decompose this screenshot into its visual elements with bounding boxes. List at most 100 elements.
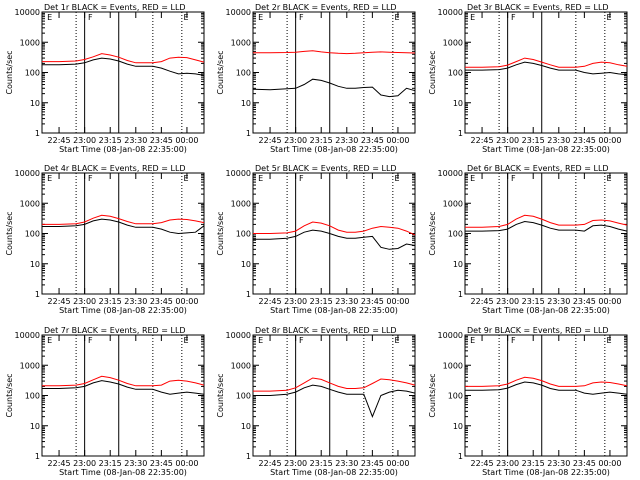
x-tick-label: 23:15 (522, 297, 545, 306)
series-lld (42, 214, 205, 225)
x-tick-label: 22:45 (48, 459, 71, 468)
series-events (252, 78, 416, 98)
x-tick-label: 22:45 (259, 459, 282, 468)
x-tick-label: 00:00 (598, 136, 621, 145)
x-tick-label: 22:45 (471, 136, 494, 145)
flag-label: E (607, 336, 612, 345)
x-tick-label: 23:30 (547, 459, 570, 468)
x-tick-label: 22:45 (471, 297, 494, 306)
x-tick-label: 22:45 (48, 297, 71, 306)
plot-frame (252, 11, 416, 134)
y-tick-label: 10 (453, 422, 463, 431)
x-tick-label: 23:15 (310, 136, 333, 145)
series-lld (465, 214, 628, 228)
x-tick-label: 23:45 (573, 459, 596, 468)
y-tick-label: 100 (236, 69, 251, 78)
series-events (465, 61, 628, 76)
x-tick-label: 00:00 (598, 459, 621, 468)
series-events (465, 220, 628, 232)
x-tick-label: 22:45 (259, 297, 282, 306)
x-tick-label: 23:00 (284, 136, 307, 145)
y-axis-label: Counts/sec (216, 211, 225, 255)
y-tick-label: 10000 (226, 8, 251, 17)
y-tick-label: 1000 (231, 38, 251, 47)
y-axis-label: Counts/sec (428, 50, 437, 94)
panel-title: Det 1r BLACK = Events, RED = LLD (44, 3, 186, 12)
y-tick-label: 10 (30, 99, 40, 108)
y-axis-label: Counts/sec (428, 373, 437, 417)
y-tick-label: 10 (241, 99, 251, 108)
flag-label: E (47, 13, 52, 22)
y-tick-label: 1000 (20, 199, 40, 208)
flag-label: F (511, 174, 516, 183)
x-tick-label: 23:00 (73, 297, 96, 306)
panel-title: Det 9r BLACK = Events, RED = LLD (467, 326, 609, 335)
y-tick-label: 1000 (443, 38, 463, 47)
y-axis-label: Counts/sec (5, 211, 14, 255)
y-tick-label: 1 (246, 452, 251, 461)
y-tick-label: 10000 (438, 8, 463, 17)
flag-label: E (607, 13, 612, 22)
plot-frame (252, 334, 416, 457)
y-tick-label: 1000 (231, 199, 251, 208)
flag-label: E (184, 336, 189, 345)
series-lld (253, 50, 416, 55)
y-tick-label: 1 (246, 290, 251, 299)
y-tick-label: 10000 (438, 169, 463, 178)
y-tick-label: 10 (453, 260, 463, 269)
y-tick-label: 10 (453, 99, 463, 108)
x-tick-label: 23:15 (99, 459, 122, 468)
plot-frame (464, 334, 628, 457)
panel-3: Det 3r BLACK = Events, RED = LLD 1 10 100 10… (428, 3, 628, 154)
y-tick-label: 100 (25, 230, 40, 239)
panel-title: Det 3r BLACK = Events, RED = LLD (467, 3, 609, 12)
panel-9: Det 9r BLACK = Events, RED = LLD 1 10 100 10… (428, 326, 628, 477)
y-axis-label: Counts/sec (216, 373, 225, 417)
panel-5: Det 5r BLACK = Events, RED = LLD 1 10 100 10… (216, 164, 416, 315)
x-tick-label: 23:00 (496, 459, 519, 468)
y-tick-label: 10 (30, 422, 40, 431)
x-tick-label: 23:30 (124, 459, 147, 468)
x-tick-label: 23:15 (99, 136, 122, 145)
x-tick-label: 22:45 (259, 136, 282, 145)
y-tick-label: 10000 (15, 169, 40, 178)
x-tick-label: 00:00 (175, 136, 198, 145)
x-axis-label: Start Time (08-Jan-08 22:35:00) (482, 468, 610, 477)
series-events (42, 57, 205, 76)
series-events (42, 218, 205, 235)
series-events (42, 380, 205, 395)
panel-title: Det 5r BLACK = Events, RED = LLD (255, 164, 397, 173)
y-tick-label: 100 (236, 392, 251, 401)
panel-1: Det 1r BLACK = Events, RED = LLD 1 10 100 10… (5, 3, 205, 154)
y-axis-label: Counts/sec (216, 50, 225, 94)
x-axis-label: Start Time (08-Jan-08 22:35:00) (59, 145, 187, 154)
flag-label: F (88, 174, 93, 183)
x-tick-label: 23:15 (522, 136, 545, 145)
y-tick-label: 1000 (443, 361, 463, 370)
y-tick-label: 1 (35, 129, 40, 138)
y-tick-label: 1000 (20, 38, 40, 47)
flag-label: F (88, 13, 93, 22)
flag-label: F (88, 336, 93, 345)
plot-frame (41, 334, 205, 457)
x-tick-label: 00:00 (386, 297, 409, 306)
y-tick-label: 10000 (226, 169, 251, 178)
plot-frame (41, 11, 205, 134)
flag-label: E (395, 13, 400, 22)
flag-label: E (470, 174, 475, 183)
flag-label: E (395, 336, 400, 345)
y-tick-label: 1 (458, 452, 463, 461)
flag-label: F (511, 13, 516, 22)
x-tick-label: 23:30 (335, 459, 358, 468)
y-tick-label: 10000 (15, 8, 40, 17)
x-tick-label: 23:00 (496, 136, 519, 145)
x-tick-label: 00:00 (386, 459, 409, 468)
x-axis-label: Start Time (08-Jan-08 22:35:00) (59, 306, 187, 315)
series-lld (253, 377, 416, 392)
flag-label: E (258, 174, 263, 183)
y-tick-label: 100 (25, 392, 40, 401)
x-tick-label: 23:45 (361, 136, 384, 145)
panel-4: Det 4r BLACK = Events, RED = LLD 1 10 100 10… (5, 164, 205, 315)
x-tick-label: 23:30 (335, 136, 358, 145)
